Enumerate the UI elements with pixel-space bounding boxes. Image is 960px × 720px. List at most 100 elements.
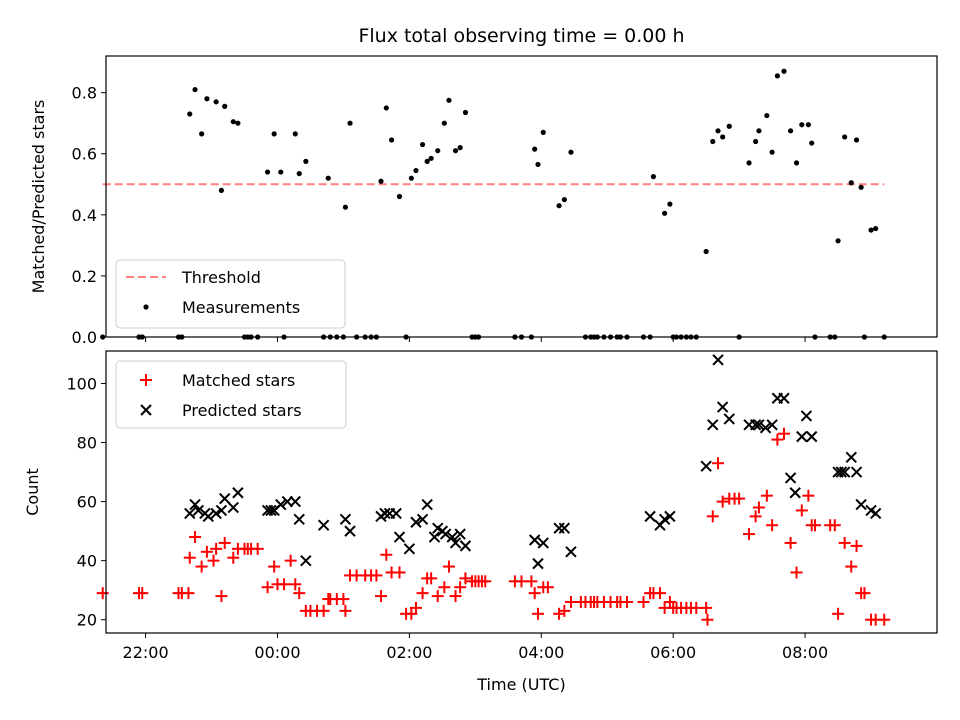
predicted-star-point [796,430,808,443]
predicted-star-point [421,498,433,511]
measurement-point [187,111,193,117]
predicted-star-point [317,519,330,531]
measurement-point [419,141,426,148]
bottom-y-axis-label: Count [23,468,42,516]
predicted-star-point [339,513,352,526]
top-y-tick-label: 0.4 [72,206,97,225]
matched-star-point [749,510,762,523]
matched-star-point [838,536,851,549]
matched-star-point [712,457,725,470]
matched-star-point [189,531,202,544]
matched-star-point [337,593,350,606]
measurement-point [787,128,794,134]
predicted-star-point [800,410,813,422]
predicted-star-point [805,430,818,443]
matched-star-point [442,560,455,573]
matched-star-point [795,504,808,517]
matched-star-point [438,581,451,594]
measurement-point [413,167,419,174]
predicted-star-point [537,537,549,549]
measurement-point [650,174,657,180]
bottom-y-tick-label: 40 [77,552,97,571]
matched-star-point [416,587,429,600]
measurement-point [325,175,331,181]
predicted-star-point [766,419,778,431]
matched-star-point [752,501,765,514]
measurement-point [204,96,210,102]
predicted-star-point [184,507,196,520]
matched-star-point [621,595,634,608]
top-y-tick-label: 0.0 [72,328,97,347]
measurement-point [424,158,430,164]
predicted-star-point [390,507,402,520]
bottom-y-tick-label: 60 [77,493,97,512]
predicted-star-point [403,543,416,555]
bottom-x-tick-label: 08:00 [782,643,828,662]
measurement-point [292,131,298,137]
measurement-point [774,73,780,79]
matched-star-point [832,607,845,620]
measurement-point [396,193,403,200]
predicted-star-point [439,528,452,540]
predicted-star-point [565,546,577,558]
predicted-star-point [835,466,848,478]
measurement-point [235,120,241,126]
predicted-star-point [528,534,541,546]
legend-matched-swatch [140,374,152,386]
measurement-point [446,97,452,103]
top-y-tick-label: 0.8 [72,84,97,103]
matched-star-point [771,433,784,446]
predicted-star-point [869,507,882,520]
matched-star-point [218,536,231,549]
bottom-x-tick-label: 22:00 [123,643,169,662]
measurement-point [342,204,349,210]
measurement-point [561,196,567,203]
matched-star-point [784,536,797,549]
measurement-point [858,184,864,190]
measurement-point [710,138,716,145]
predicted-star-point [192,504,205,517]
matched-star-point [96,587,109,600]
legend-measurements-swatch [143,304,149,310]
x-axis-label: Time (UTC) [476,675,565,694]
matched-star-point [459,572,472,585]
predicted-star-point [189,498,201,511]
matched-star-point [136,587,149,600]
matched-star-point [293,587,306,600]
matched-star-point [449,590,462,603]
matched-star-point [479,575,492,588]
bottom-axes: 22:00 00:00 02:00 04:00 06:00 08:00 20 40 60 80 10… [23,350,938,694]
measurement-point [756,128,762,134]
predicted-star-point [344,525,356,537]
matched-star-point [339,604,352,617]
measurement-point [296,170,302,177]
predicted-star-point [716,401,729,413]
matched-star-point [766,519,779,532]
predicted-star-point [449,537,462,549]
matched-star-point [845,560,858,573]
measurement-point [264,169,271,175]
measurement-point [853,137,860,143]
matched-star-point [743,528,756,541]
matched-star-point [425,572,438,585]
measurement-point [378,178,384,184]
bottom-y-tick-label: 20 [77,611,97,630]
top-y-tick-label: 0.2 [72,267,97,286]
predicted-star-point [723,413,735,425]
predicted-star-point [789,487,801,499]
predicted-star-point [300,554,312,567]
matched-star-point [284,554,297,567]
predicted-star-point [845,451,857,464]
predicted-star-point [289,495,301,508]
matched-star-point [858,587,871,600]
bottom-x-tick-label: 00:00 [254,643,300,662]
top-y-tick-label: 0.6 [72,145,97,164]
measurement-point [199,131,205,137]
top-legend-box [115,259,346,329]
measurement-point [753,138,759,145]
predicted-star-point [850,466,863,478]
top-axes: 0.00.20.40.60.8 Matched/Predicted stars … [29,55,938,347]
measurement-point [303,158,309,164]
matched-star-point [878,613,891,626]
legend-predicted-label: Predicted stars [182,401,302,420]
